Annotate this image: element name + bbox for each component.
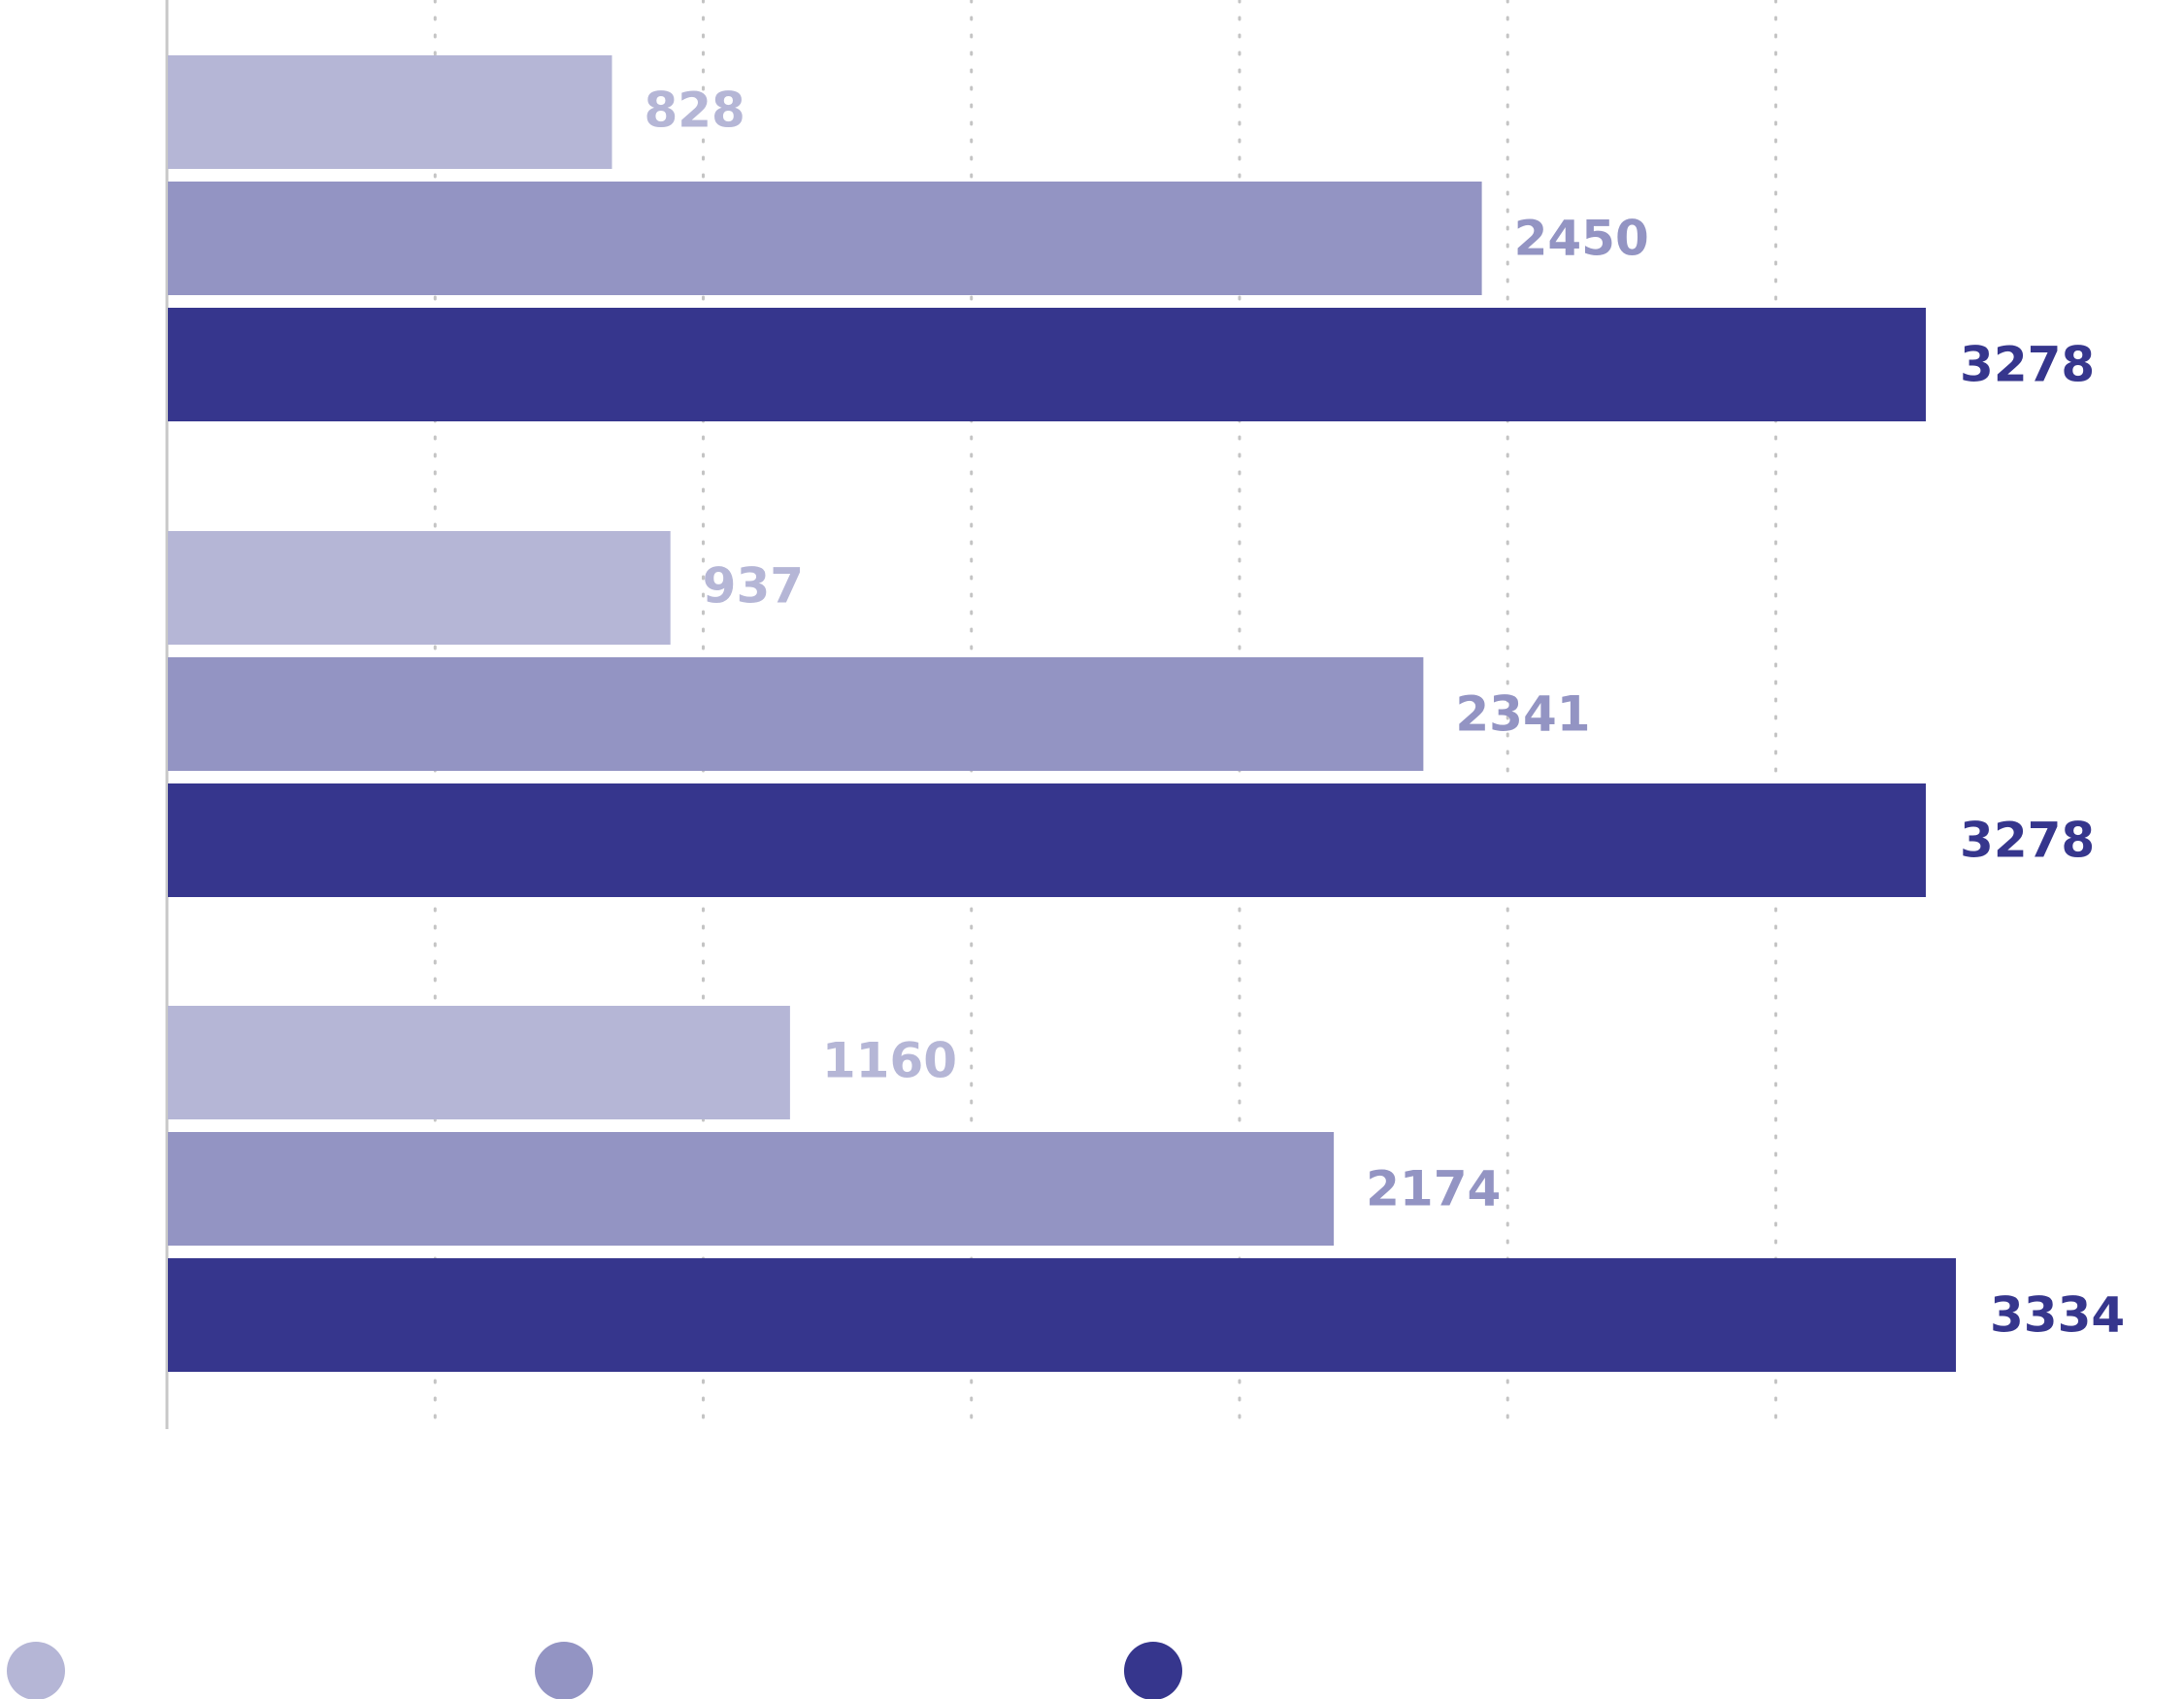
data-label: 3278 <box>1960 337 2095 393</box>
data-label: 828 <box>644 83 745 139</box>
legend-marker <box>1124 1642 1182 1699</box>
legend-marker <box>7 1642 65 1699</box>
bar <box>168 308 1927 421</box>
data-label: 2450 <box>1514 211 1649 267</box>
bar <box>168 55 612 169</box>
bar <box>168 657 1424 771</box>
data-label: 937 <box>703 558 804 615</box>
legend-marker <box>535 1642 593 1699</box>
data-label: 2341 <box>1455 686 1590 743</box>
bar <box>168 783 1927 897</box>
bar <box>168 1258 1956 1372</box>
bar <box>168 182 1482 295</box>
legend <box>7 1642 1182 1699</box>
bar <box>168 1006 790 1119</box>
bar <box>168 1132 1335 1246</box>
data-label: 3278 <box>1960 813 2095 869</box>
bar <box>168 531 671 645</box>
bars <box>168 55 1956 1372</box>
data-labels: 828 937 1160 2450 2341 2174 3278 3278 3334 <box>644 83 2125 1344</box>
data-label: 1160 <box>822 1033 957 1089</box>
data-label: 2174 <box>1366 1161 1501 1217</box>
data-label: 3334 <box>1990 1287 2125 1344</box>
